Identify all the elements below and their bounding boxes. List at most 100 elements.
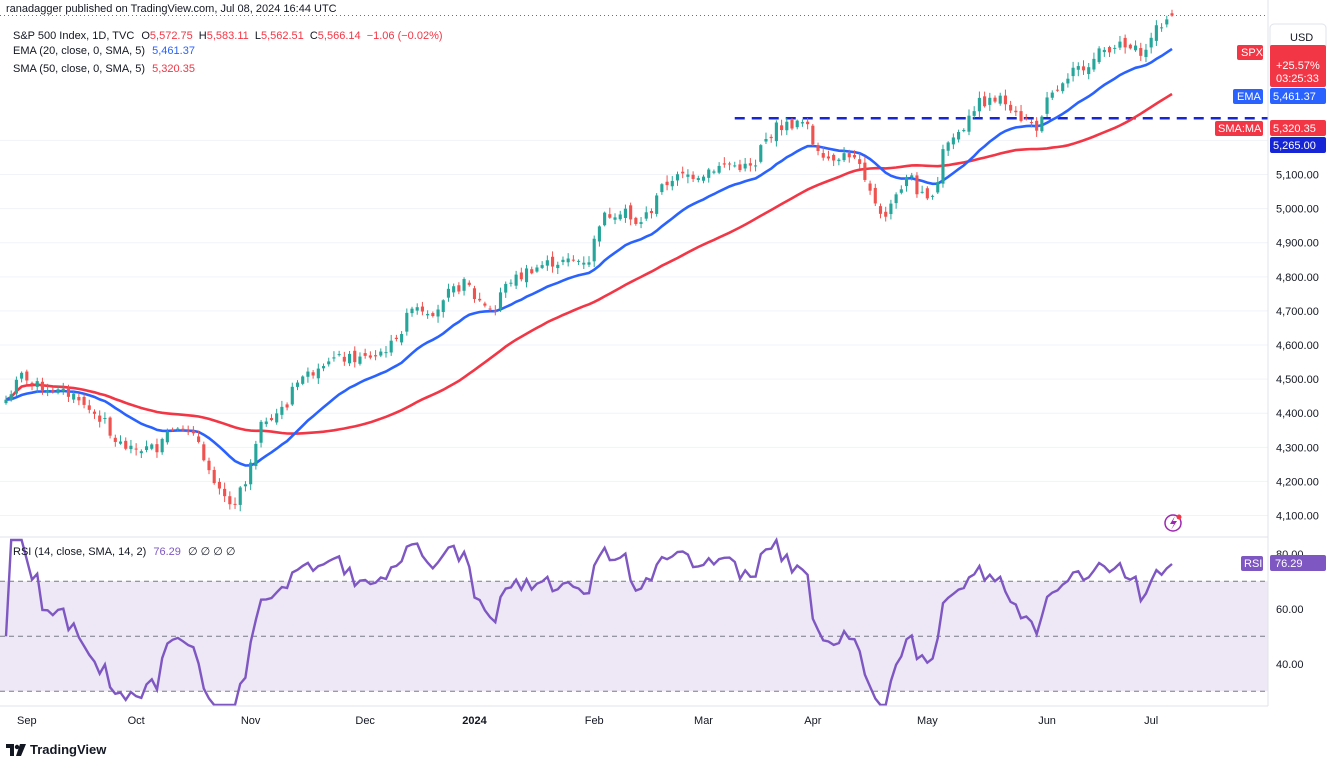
- price-tick-label: 5,000.00: [1276, 204, 1319, 216]
- legend-sma-label: SMA (50, close, 0, SMA, 5): [13, 63, 145, 75]
- ohlc-high-value: 5,583.11: [207, 30, 249, 42]
- ema-value-tag: [1270, 88, 1326, 104]
- spx-symbol-label: SPX: [1241, 47, 1264, 59]
- candle: [436, 304, 440, 323]
- candle: [910, 172, 914, 181]
- ema-line: [5, 47, 1173, 467]
- candle: [446, 283, 451, 302]
- rsi-tag-label: RSI: [1244, 558, 1262, 570]
- candle: [197, 430, 201, 444]
- candle: [545, 255, 549, 271]
- legend-sma-row[interactable]: SMA (50, close, 0, SMA, 5) 5,320.35: [13, 63, 195, 75]
- candle: [754, 159, 758, 172]
- candle: [852, 150, 857, 160]
- candle: [306, 367, 310, 383]
- candle: [374, 350, 378, 361]
- price-tick-label: 4,600.00: [1276, 340, 1319, 352]
- candle: [98, 410, 102, 428]
- candle: [441, 299, 445, 318]
- rsi-value-tag: [1270, 555, 1326, 571]
- candle: [285, 402, 289, 411]
- candle: [275, 408, 279, 425]
- candle: [1055, 85, 1060, 92]
- candle: [878, 203, 883, 219]
- ohlc-low-value: 5,562.51: [261, 30, 304, 42]
- candle: [353, 346, 357, 368]
- candle: [1040, 115, 1044, 133]
- candle: [884, 206, 888, 222]
- candle: [311, 370, 315, 379]
- candle: [639, 216, 643, 229]
- candle: [826, 150, 831, 161]
- sma-tag-label: SMA:MA: [1218, 123, 1262, 135]
- candle: [811, 123, 815, 147]
- candle: [118, 435, 123, 445]
- candle: [623, 204, 627, 223]
- candle: [35, 377, 39, 394]
- time-axis[interactable]: Sep Oct Nov Dec 2024 Feb Mar Apr May Jun Jul: [17, 715, 1158, 727]
- price-tick-label: 4,800.00: [1276, 272, 1319, 284]
- candle: [873, 183, 877, 207]
- candle: [20, 371, 24, 383]
- candle: [238, 486, 242, 512]
- legend-ema-value: 5,461.37: [152, 45, 195, 57]
- candle: [368, 351, 372, 360]
- candle: [493, 305, 497, 316]
- legend-symbol-row[interactable]: S&P 500 Index, 1D, TVC O5,572.75 H5,583.…: [13, 30, 443, 42]
- candle: [712, 169, 716, 175]
- candle: [1113, 44, 1117, 54]
- candle: [1149, 32, 1153, 54]
- candle: [87, 399, 91, 414]
- candle: [941, 144, 945, 188]
- candle: [889, 199, 893, 220]
- candle: [904, 174, 909, 192]
- candle: [509, 279, 513, 287]
- candle: [181, 425, 185, 432]
- candle: [727, 161, 732, 171]
- candle: [223, 482, 227, 503]
- time-tick-label: Apr: [804, 715, 821, 727]
- hline-price-tag: [1270, 137, 1326, 153]
- spx-symbol-tag: [1237, 45, 1263, 60]
- candle: [915, 172, 919, 198]
- lightning-icon[interactable]: [1164, 514, 1182, 532]
- legend-ema-row[interactable]: EMA (20, close, 0, SMA, 5) 5,461.37: [13, 45, 195, 57]
- candle: [983, 91, 987, 108]
- candle: [327, 357, 331, 367]
- price-tick-label: 5,100.00: [1276, 170, 1319, 182]
- candle: [785, 117, 789, 135]
- candle: [1076, 62, 1080, 77]
- ema-name-tag: [1233, 89, 1263, 104]
- candle: [707, 167, 711, 183]
- tradingview-footer[interactable]: TradingView: [6, 742, 106, 757]
- candle: [837, 157, 841, 166]
- candle: [498, 287, 503, 312]
- candle: [764, 132, 768, 145]
- candle: [1003, 89, 1007, 111]
- candle: [504, 281, 508, 298]
- legend-sma-value: 5,320.35: [152, 63, 195, 75]
- candle: [957, 129, 961, 143]
- legend-rsi-row[interactable]: RSI (14, close, SMA, 14, 2) 76.29 ∅ ∅ ∅ …: [13, 546, 235, 558]
- candle: [748, 158, 752, 172]
- candle: [332, 351, 336, 362]
- candle: [1139, 42, 1143, 61]
- time-tick-label: Sep: [17, 715, 37, 727]
- candle: [665, 175, 669, 191]
- candle: [998, 92, 1002, 106]
- candle: [993, 95, 997, 104]
- candle: [46, 383, 50, 397]
- ema-tag-value: 5,461.37: [1273, 91, 1316, 103]
- rsi-line-path: [4, 536, 1173, 707]
- candle: [1102, 47, 1106, 57]
- candle: [1170, 9, 1174, 17]
- candle: [899, 185, 903, 195]
- candle: [191, 426, 195, 436]
- price-axis[interactable]: 5,200.005,100.005,000.004,900.004,800.00…: [1276, 135, 1319, 522]
- candle: [936, 176, 940, 195]
- price-tick-label: 4,400.00: [1276, 408, 1319, 420]
- candle: [634, 216, 638, 226]
- candle: [535, 264, 539, 273]
- candle: [842, 147, 846, 163]
